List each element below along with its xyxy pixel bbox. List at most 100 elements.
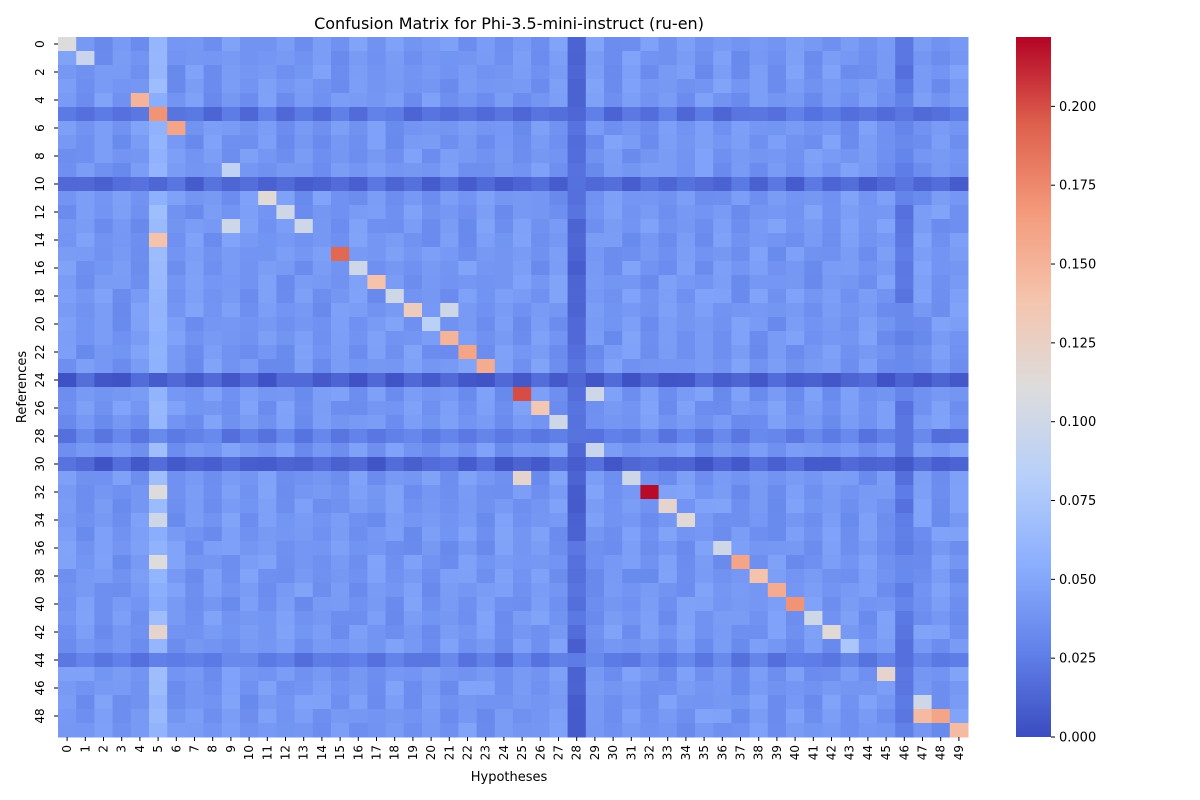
heatmap-cell <box>476 149 496 164</box>
y-tick-label: 40 <box>33 596 47 611</box>
heatmap-cell <box>731 471 751 486</box>
heatmap-cell <box>258 625 277 640</box>
heatmap-cell <box>258 415 277 430</box>
heatmap-cell <box>349 555 368 570</box>
heatmap-cell <box>130 163 150 178</box>
heatmap-cell <box>422 723 441 738</box>
heatmap-cell <box>604 681 623 696</box>
heatmap-cell <box>949 93 969 108</box>
y-tick-label: 42 <box>33 624 47 639</box>
heatmap-cell <box>203 527 223 542</box>
heatmap-cell <box>294 499 314 514</box>
heatmap-cell <box>585 177 605 192</box>
heatmap-cell <box>731 247 751 262</box>
heatmap-cell <box>185 247 205 262</box>
heatmap-cell <box>895 345 914 360</box>
heatmap-cell <box>567 681 587 696</box>
heatmap-cell <box>76 653 95 668</box>
heatmap-cell <box>494 261 514 276</box>
heatmap-cell <box>676 163 696 178</box>
heatmap-cell <box>167 387 186 402</box>
heatmap-cell <box>513 681 532 696</box>
heatmap-cell <box>94 723 114 738</box>
heatmap-cell <box>94 177 114 192</box>
heatmap-cell <box>476 695 496 710</box>
heatmap-cell <box>804 51 823 66</box>
heatmap-cell <box>112 681 132 696</box>
heatmap-cell <box>294 401 314 416</box>
heatmap-cell <box>331 233 350 248</box>
heatmap-cell <box>658 261 678 276</box>
heatmap-cell <box>294 555 314 570</box>
heatmap-cell <box>385 345 405 360</box>
heatmap-cell <box>76 303 95 318</box>
heatmap-cell <box>640 79 660 94</box>
heatmap-cell <box>822 653 842 668</box>
heatmap-cell <box>895 471 914 486</box>
heatmap-cell <box>585 471 605 486</box>
heatmap-cell <box>367 331 387 346</box>
heatmap-cell <box>786 205 805 220</box>
heatmap-cell <box>749 121 769 136</box>
heatmap-cell <box>749 135 769 150</box>
heatmap-cell <box>440 457 459 472</box>
heatmap-cell <box>130 107 150 122</box>
heatmap-cell <box>658 513 678 528</box>
heatmap-cell <box>276 485 296 500</box>
heatmap-cell <box>676 233 696 248</box>
heatmap-cell <box>458 639 478 654</box>
heatmap-cell <box>513 625 532 640</box>
heatmap-cell <box>203 625 223 640</box>
heatmap-cell <box>786 625 805 640</box>
heatmap-cell <box>531 387 550 402</box>
heatmap-cell <box>258 429 277 444</box>
heatmap-cell <box>494 135 514 150</box>
heatmap-cell <box>167 583 186 598</box>
heatmap-cell <box>640 415 660 430</box>
heatmap-cell <box>822 233 842 248</box>
heatmap-cell <box>276 527 296 542</box>
heatmap-cell <box>149 317 168 332</box>
heatmap-cell <box>458 135 478 150</box>
heatmap-cell <box>385 79 405 94</box>
heatmap-cell <box>585 695 605 710</box>
heatmap-cell <box>167 205 186 220</box>
heatmap-cell <box>440 219 459 234</box>
heatmap-cell <box>640 303 660 318</box>
heatmap-cell <box>440 443 459 458</box>
heatmap-cell <box>786 51 805 66</box>
heatmap-cell <box>422 667 441 682</box>
heatmap-cell <box>567 93 587 108</box>
heatmap-cell <box>312 359 332 374</box>
heatmap-cell <box>258 653 277 668</box>
heatmap-cell <box>385 317 405 332</box>
heatmap-cell <box>167 107 186 122</box>
heatmap-cell <box>513 415 532 430</box>
heatmap-cell <box>822 695 842 710</box>
heatmap-cell <box>949 555 969 570</box>
heatmap-cell <box>331 597 350 612</box>
heatmap-cell <box>185 65 205 80</box>
heatmap-cell <box>822 443 842 458</box>
heatmap-cell <box>531 261 550 276</box>
heatmap-cell <box>640 359 660 374</box>
heatmap-cell <box>476 485 496 500</box>
heatmap-cell <box>240 415 259 430</box>
heatmap-cell <box>858 555 878 570</box>
x-tick-label: 48 <box>934 745 948 760</box>
heatmap-cell <box>476 93 496 108</box>
heatmap-cell <box>713 275 732 290</box>
heatmap-cell <box>676 247 696 262</box>
heatmap-cell <box>130 597 150 612</box>
heatmap-cell <box>149 219 168 234</box>
heatmap-cell <box>640 695 660 710</box>
heatmap-cell <box>476 555 496 570</box>
heatmap-cell <box>294 149 314 164</box>
heatmap-cell <box>786 457 805 472</box>
heatmap-cell <box>658 191 678 206</box>
heatmap-cell <box>221 723 241 738</box>
heatmap-cell <box>567 79 587 94</box>
heatmap-cell <box>403 373 423 388</box>
heatmap-cell <box>931 177 951 192</box>
heatmap-cell <box>549 695 569 710</box>
